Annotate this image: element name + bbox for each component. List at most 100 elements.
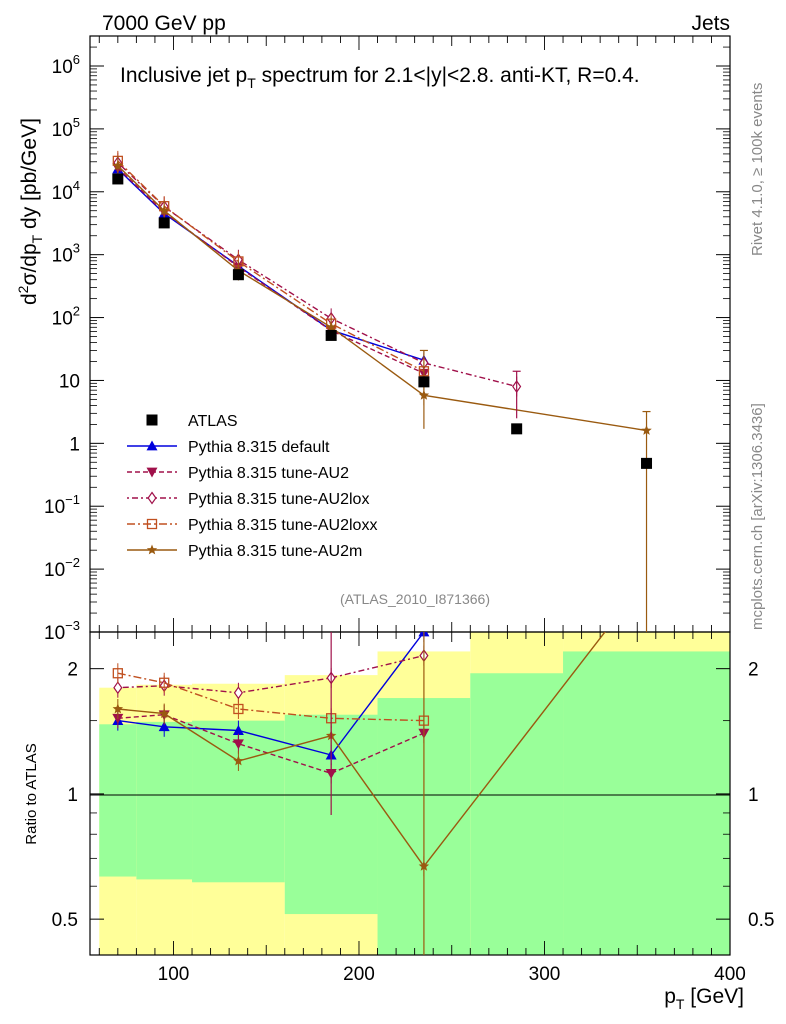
data-point [159,205,170,216]
y-tick-exponent: 5 [73,115,80,130]
atlas-data-point [418,376,430,388]
xlabel-rest: [GeV] [684,985,744,1008]
category-label: Jets [691,12,730,35]
atlas-data-point [112,173,124,185]
atlas-data-point [641,457,653,469]
legend-marker [146,544,158,555]
legend-label: Pythia 8.315 tune-AU2 [188,465,349,482]
ratio-data-point [232,725,244,735]
x-tick-label: 300 [529,964,561,985]
plot-title: Inclusive jet pT spectrum for 2.1<|y|<2.… [120,64,640,91]
legend-entry-3: Pythia 8.315 tune-AU2lox [127,491,369,508]
series-line [117,165,647,432]
data-point [112,160,124,171]
legend-entry-5: Pythia 8.315 tune-AU2m [127,543,362,560]
ratio-y-axis-label: Ratio to ATLAS [23,743,40,844]
ratio-band-green [470,673,564,955]
ratio-band-green [99,724,137,877]
x-tick-label: 200 [343,964,375,985]
analysis-watermark: (ATLAS_2010_I871366) [340,591,490,607]
ratio-plot-area [112,632,606,955]
energy-label: 7000 GeV pp [102,12,226,35]
legend-entry-4: Pythia 8.315 tune-AU2loxx [127,517,377,534]
legend-label: Pythia 8.315 tune-AU2m [188,543,362,560]
xlabel-p: p [664,985,676,1008]
main-y-tick-label: 105 [52,115,80,141]
y-tick-exponent: 4 [73,178,80,193]
y-tick-base: 10 [44,623,65,644]
series-line [117,160,425,372]
ratio-data-point [233,703,244,715]
ratio-data-point [159,708,170,718]
ratio-data-point [233,686,243,700]
x-axis-label: pT [GeV] [664,985,744,1012]
legend-marker [146,414,158,426]
ratio-data-point [112,668,123,679]
x-axis: 100 200 300 400 [98,36,746,985]
ratio-y-tick-label-left: 2 [67,660,78,681]
main-y-tick-label: 103 [52,241,80,267]
y-tick-exponent: −2 [65,555,80,570]
legend-label: Pythia 8.315 tune-AU2lox [188,491,369,508]
legend-marker [146,467,158,478]
y-tick-base: 10 [44,497,65,518]
ylabel-sup: 2 [15,285,31,293]
title-subscript: T [247,75,256,91]
y-tick-exponent: 2 [73,304,80,319]
ylabel-sub: T [29,234,45,243]
main-y-tick-label: 106 [52,52,80,78]
series-1 [112,159,430,371]
ratio-data-point [159,677,170,688]
title-part-b: spectrum for 2.1<|y|<2.8. anti-KT, R=0.4… [256,64,640,87]
mcplots-label: mcplots.cern.ch [arXiv:1306.3436] [749,403,766,630]
ratio-series-line [117,713,425,775]
main-y-tick-label: 1 [69,434,80,455]
ratio-data-point [158,721,170,732]
ratio-y-tick-label-right: 2 [748,660,759,681]
y-tick-base: 10 [52,183,73,204]
series-5 [112,155,652,441]
ylabel-sigma: σ/dp [18,243,41,285]
legend-entry-1: Pythia 8.315 default [127,439,330,456]
main-y-tick-label: 10−2 [44,555,80,581]
y-tick-exponent: 3 [73,241,80,256]
main-y-tick-label: 10−3 [44,618,80,644]
atlas-data-point [232,269,244,281]
x-tick-label: 100 [158,964,190,985]
x-tick-label: 400 [714,964,746,985]
ylabel-d: d [18,293,41,305]
main-y-tick-label: 10−1 [44,492,80,518]
legend-marker [146,440,158,451]
y-tick-exponent: −1 [65,492,80,507]
ratio-band-green [563,651,730,955]
y-tick-base: 10 [52,57,73,78]
y-tick-exponent: 6 [73,52,80,67]
series-line [117,162,517,388]
ratio-data-point [232,739,244,750]
legend-marker [146,518,158,530]
data-point [325,321,337,332]
main-y-axis-label: d2σ/dpT dy [pb/GeV] [15,118,45,305]
ratio-data-point [113,681,123,695]
ratio-y-tick-label-right: 0.5 [748,910,774,931]
main-y-tick-label: 104 [52,178,80,204]
atlas-data-point [325,329,337,341]
atlas-data-point [158,217,170,229]
ratio-uncertainty-bands [99,632,730,955]
main-y-tick-label: 102 [52,304,80,330]
y-tick-exponent: −3 [65,618,80,633]
legend-label: Pythia 8.315 tune-AU2loxx [188,517,377,534]
series-3 [113,152,522,397]
main-y-tick-label: 10 [59,371,80,392]
legend: ATLAS Pythia 8.315 default Pythia 8.315 tu… [127,413,377,560]
y-tick-base: 10 [52,309,73,330]
legend-entry-2: Pythia 8.315 tune-AU2 [127,465,349,482]
ratio-y-tick-label-left: 0.5 [52,910,78,931]
title-part-a: Inclusive jet p [120,64,247,87]
legend-label: Pythia 8.315 default [188,439,330,456]
atlas-data-point [511,423,523,435]
legend-label: ATLAS [188,413,238,430]
y-tick-base: 10 [52,246,73,267]
